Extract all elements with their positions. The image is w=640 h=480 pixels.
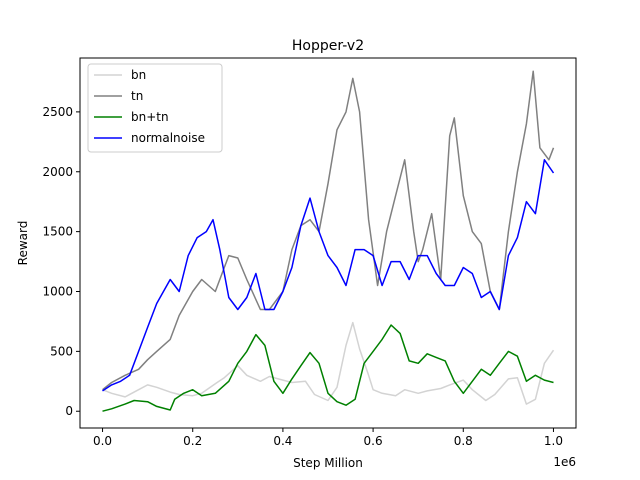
legend-label: normalnoise (131, 131, 205, 145)
x-axis-ticks: 0.0 0.2 0.4 0.6 0.8 1.0 (93, 428, 563, 448)
series-line-normalnoise (102, 159, 555, 392)
x-tick-label: 0.6 (364, 434, 383, 448)
legend-label: bn (131, 68, 146, 82)
x-tick-label: 0.8 (454, 434, 473, 448)
x-axis-offset-label: 1e6 (553, 455, 576, 469)
legend-label: tn (131, 89, 143, 103)
x-axis-label: Step Million (293, 456, 363, 470)
chart-title: Hopper-v2 (292, 38, 364, 54)
y-tick-label: 2000 (42, 165, 73, 179)
series-line-tn (102, 70, 555, 391)
axes-frame (79, 57, 577, 429)
x-tick-label: 0.2 (183, 434, 202, 448)
plot-area (79, 57, 577, 429)
x-tick-label: 0.4 (273, 434, 292, 448)
y-tick-label: 1000 (42, 284, 73, 298)
legend-label: bn+tn (131, 110, 169, 124)
x-tick-label: 0.0 (93, 434, 112, 448)
y-tick-label: 0 (65, 404, 73, 418)
y-tick-label: 500 (50, 344, 73, 358)
x-tick-label: 1.0 (544, 434, 563, 448)
series-line-bn-tn (102, 324, 554, 412)
y-axis-ticks: 0 500 1000 1500 2000 2500 (42, 105, 80, 418)
legend: bn tn bn+tn normalnoise (87, 63, 223, 153)
series-layer (102, 70, 555, 412)
y-tick-label: 1500 (42, 225, 73, 239)
y-tick-label: 2500 (42, 105, 73, 119)
y-axis-label: Reward (16, 221, 30, 266)
legend-items: bn tn bn+tn normalnoise (94, 68, 205, 145)
legend-frame (87, 63, 223, 153)
